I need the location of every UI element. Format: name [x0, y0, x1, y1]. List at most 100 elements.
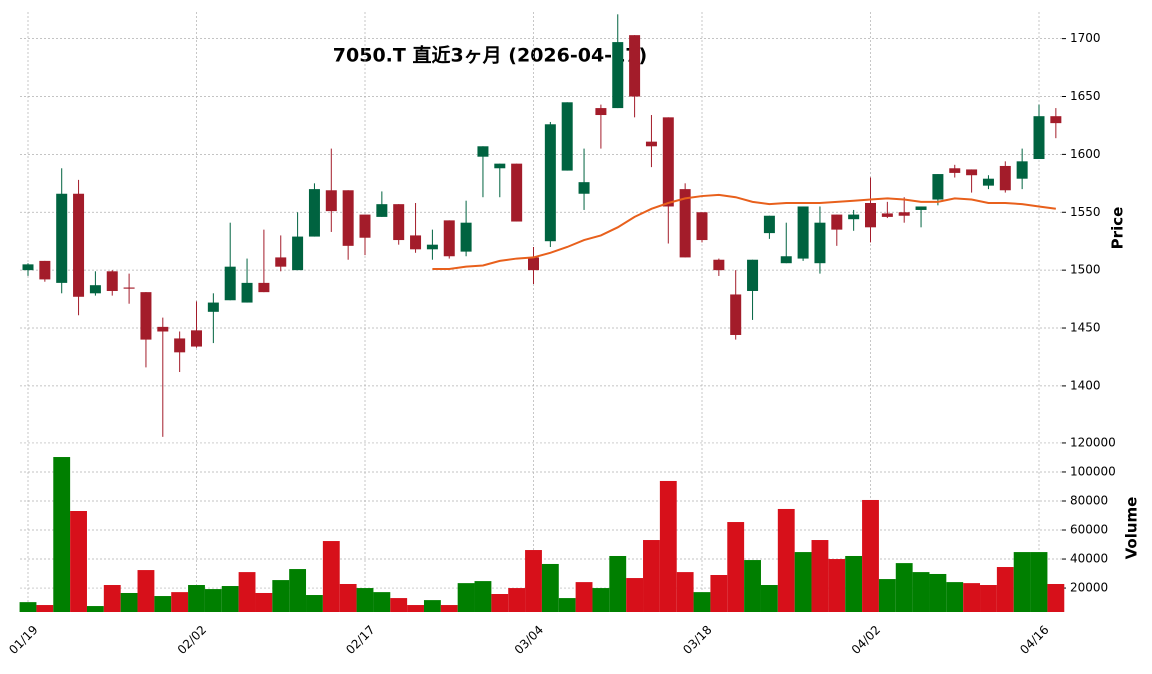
candle-body — [39, 260, 51, 280]
volume-bar — [474, 581, 492, 612]
candle-body — [73, 193, 85, 297]
candle-body — [1033, 116, 1045, 160]
y-tick-label: 1600 — [1070, 147, 1101, 161]
candle-body — [1050, 116, 1062, 124]
candle-body — [865, 203, 876, 228]
candle-body — [477, 146, 489, 157]
volume-bar — [70, 511, 87, 612]
volume-bar — [171, 592, 189, 612]
candle-body — [679, 189, 691, 258]
volume-bar — [407, 605, 424, 612]
volume-bar — [86, 606, 104, 612]
candle-body — [932, 174, 944, 200]
volume-bar — [272, 580, 290, 612]
volume-bar — [289, 569, 307, 612]
candle-body — [325, 190, 337, 212]
candle-body — [898, 212, 910, 216]
candle-body — [359, 214, 371, 238]
x-tick-label: 02/02 — [175, 623, 209, 657]
candle-body — [1016, 161, 1028, 179]
candle-body — [747, 259, 759, 291]
volume-bar — [525, 550, 542, 612]
chart-title: 7050.T 直近3ヶ月 (2026-04-17) — [333, 44, 647, 67]
volume-bar — [1013, 552, 1031, 612]
candle-body — [106, 271, 118, 291]
x-tick-label: 04/02 — [849, 623, 883, 657]
candle-body — [308, 189, 320, 237]
x-tick-label: 04/16 — [1017, 623, 1051, 657]
x-tick-label: 03/04 — [512, 623, 546, 657]
x-tick-label: 03/18 — [680, 623, 714, 657]
volume-bar — [626, 578, 644, 612]
volume-tick-label: 40000 — [1070, 552, 1108, 566]
candle-body — [999, 165, 1011, 191]
volume-bar — [1030, 552, 1048, 612]
candle-body — [662, 117, 674, 207]
y-axis-label: Price — [1109, 207, 1127, 250]
volume-bar — [373, 592, 391, 612]
volume-bar — [221, 586, 239, 612]
candle-body — [443, 220, 455, 257]
y-tick-label: 1500 — [1070, 263, 1101, 277]
volume-bar — [659, 480, 677, 612]
candle-body — [780, 256, 792, 264]
volume-bar — [306, 595, 323, 612]
volume-bar — [693, 592, 711, 612]
candle-body — [511, 163, 523, 222]
volume-bar — [1047, 583, 1065, 612]
volume-bar — [760, 585, 778, 612]
y-tick-label: 1650 — [1070, 89, 1101, 103]
candle-body — [140, 292, 152, 340]
volume-bar — [828, 559, 846, 612]
volume-bar — [777, 508, 795, 612]
volume-bar — [794, 552, 812, 612]
candle-body — [342, 190, 354, 246]
volume-bar — [457, 583, 475, 612]
candle-body — [645, 141, 657, 147]
volume-bar — [188, 585, 205, 612]
volume-bar — [862, 499, 879, 612]
candle-body — [292, 236, 304, 271]
volume-bar — [440, 605, 458, 612]
candle-body — [22, 264, 34, 271]
volume-bar — [811, 540, 829, 612]
candle-body — [376, 204, 388, 217]
candle-body — [814, 222, 826, 264]
candle-body — [426, 244, 438, 250]
candle-body — [881, 213, 893, 217]
volume-bar — [390, 598, 408, 612]
candle-body — [410, 235, 422, 250]
volume-bar — [356, 588, 374, 612]
candle-body — [713, 259, 725, 271]
candle-body — [528, 257, 539, 271]
volume-bar — [643, 540, 660, 612]
volume-bar — [929, 573, 947, 612]
moving-average — [432, 193, 1056, 270]
volume-bar — [541, 563, 559, 612]
candle-body — [595, 108, 607, 116]
y-tick-label: 1450 — [1070, 321, 1101, 335]
candle-body — [578, 182, 590, 194]
volume-bar — [339, 583, 357, 612]
candle-body — [157, 326, 169, 332]
volume-bar — [36, 605, 54, 612]
candle-body — [56, 193, 68, 283]
volume-bar — [575, 582, 593, 612]
volume-bar — [137, 570, 155, 612]
volume-bar — [322, 541, 340, 612]
volume-bar — [895, 563, 913, 612]
volume-bar — [255, 592, 273, 612]
candle-body — [966, 169, 978, 176]
volume-tick-label: 20000 — [1070, 581, 1108, 595]
x-tick-label: 02/17 — [343, 623, 377, 657]
volume-bar — [53, 457, 71, 612]
candle-body — [730, 294, 742, 335]
volume-bar — [491, 594, 509, 612]
volume-bar — [845, 555, 863, 612]
volume-tick-label: 120000 — [1070, 435, 1116, 449]
volume-bar — [423, 600, 441, 612]
volume-bar — [912, 572, 930, 612]
volume-bar — [238, 572, 256, 612]
candle-body — [393, 204, 405, 241]
